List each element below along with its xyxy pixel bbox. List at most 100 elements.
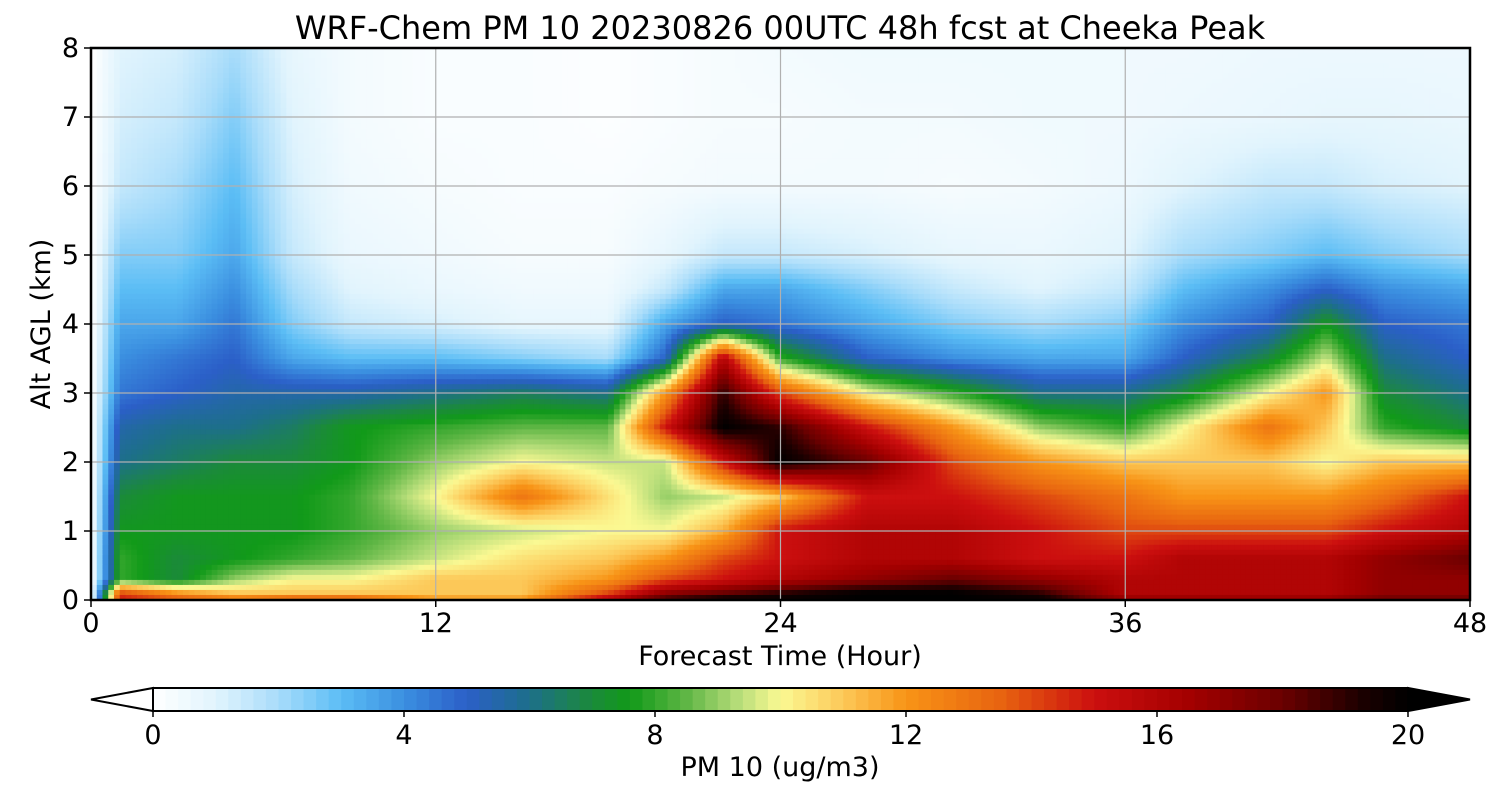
heatmap-cell <box>1177 58 1183 64</box>
heatmap-cell <box>821 53 827 59</box>
heatmap-cell <box>930 123 936 129</box>
heatmap-cell <box>1211 63 1217 69</box>
heatmap-cell <box>1269 123 1275 129</box>
heatmap-cell <box>539 83 545 89</box>
heatmap-cell <box>947 88 953 94</box>
heatmap-cell <box>1240 98 1246 104</box>
heatmap-cell <box>798 138 804 144</box>
heatmap-cell <box>1252 98 1258 104</box>
heatmap-cell <box>396 53 402 59</box>
heatmap-cell <box>700 73 706 79</box>
heatmap-cell <box>855 148 861 154</box>
heatmap-cell <box>1453 108 1459 114</box>
heatmap-cell <box>821 63 827 69</box>
heatmap-cell <box>275 98 281 104</box>
heatmap-cell <box>740 68 746 74</box>
heatmap-cell <box>332 58 338 64</box>
heatmap-cell <box>792 123 798 129</box>
heatmap-cell <box>907 68 913 74</box>
heatmap-cell <box>1108 63 1114 69</box>
heatmap-cell <box>849 53 855 59</box>
heatmap-cell <box>1384 63 1390 69</box>
heatmap-cell <box>574 128 580 134</box>
heatmap-cell <box>1349 68 1355 74</box>
heatmap-cell <box>895 123 901 129</box>
heatmap-cell <box>936 73 942 79</box>
heatmap-cell <box>677 88 683 94</box>
heatmap-cell <box>1413 68 1419 74</box>
heatmap-cell <box>1286 63 1292 69</box>
heatmap-cell <box>884 133 890 139</box>
heatmap-cell <box>1234 58 1240 64</box>
heatmap-cell <box>562 148 568 154</box>
heatmap-cell <box>1441 103 1447 109</box>
heatmap-cell <box>1441 108 1447 114</box>
heatmap-cell <box>1005 143 1011 149</box>
heatmap-cell <box>1211 148 1217 154</box>
heatmap-cell <box>579 103 585 109</box>
heatmap-cell <box>102 133 108 139</box>
heatmap-cell <box>1033 103 1039 109</box>
heatmap-cell <box>309 143 315 149</box>
heatmap-cell <box>510 88 516 94</box>
heatmap-cell <box>350 113 356 119</box>
heatmap-cell <box>855 143 861 149</box>
heatmap-cell <box>1246 63 1252 69</box>
heatmap-cell <box>499 113 505 119</box>
heatmap-cell <box>200 78 206 84</box>
heatmap-cell <box>332 123 338 129</box>
heatmap-cell <box>390 73 396 79</box>
heatmap-cell <box>959 53 965 59</box>
heatmap-cell <box>1016 143 1022 149</box>
heatmap-cell <box>1315 123 1321 129</box>
heatmap-cell <box>212 128 218 134</box>
heatmap-cell <box>286 73 292 79</box>
heatmap-cell <box>849 148 855 154</box>
heatmap-cell <box>493 58 499 64</box>
heatmap-cell <box>872 138 878 144</box>
heatmap-cell <box>240 68 246 74</box>
heatmap-cell <box>246 113 252 119</box>
heatmap-cell <box>275 118 281 124</box>
heatmap-cell <box>614 123 620 129</box>
heatmap-cell <box>1441 58 1447 64</box>
heatmap-cell <box>453 108 459 114</box>
heatmap-cell <box>574 133 580 139</box>
heatmap-cell <box>1160 98 1166 104</box>
heatmap-cell <box>487 133 493 139</box>
heatmap-cell <box>189 113 195 119</box>
heatmap-cell <box>591 118 597 124</box>
heatmap-cell <box>1257 133 1263 139</box>
heatmap-cell <box>884 73 890 79</box>
heatmap-cell <box>717 113 723 119</box>
heatmap-cell <box>166 123 172 129</box>
heatmap-cell <box>746 83 752 89</box>
heatmap-cell <box>568 73 574 79</box>
heatmap-cell <box>1269 73 1275 79</box>
heatmap-cell <box>763 123 769 129</box>
heatmap-cell <box>321 98 327 104</box>
heatmap-cell <box>1165 143 1171 149</box>
heatmap-cell <box>832 73 838 79</box>
heatmap-cell <box>1223 53 1229 59</box>
heatmap-cell <box>1292 83 1298 89</box>
heatmap-cell <box>120 73 126 79</box>
heatmap-cell <box>746 148 752 154</box>
heatmap-cell <box>849 103 855 109</box>
heatmap-cell <box>1355 58 1361 64</box>
heatmap-cell <box>815 123 821 129</box>
heatmap-cell <box>148 118 154 124</box>
heatmap-cell <box>884 88 890 94</box>
heatmap-cell <box>936 63 942 69</box>
heatmap-cell <box>1292 88 1298 94</box>
heatmap-cell <box>206 88 212 94</box>
heatmap-cell <box>936 143 942 149</box>
heatmap-cell <box>200 123 206 129</box>
heatmap-cell <box>671 143 677 149</box>
heatmap-cell <box>309 88 315 94</box>
heatmap-cell <box>533 108 539 114</box>
heatmap-cell <box>1436 58 1442 64</box>
heatmap-cell <box>1160 128 1166 134</box>
heatmap-cell <box>1286 68 1292 74</box>
heatmap-cell <box>206 138 212 144</box>
